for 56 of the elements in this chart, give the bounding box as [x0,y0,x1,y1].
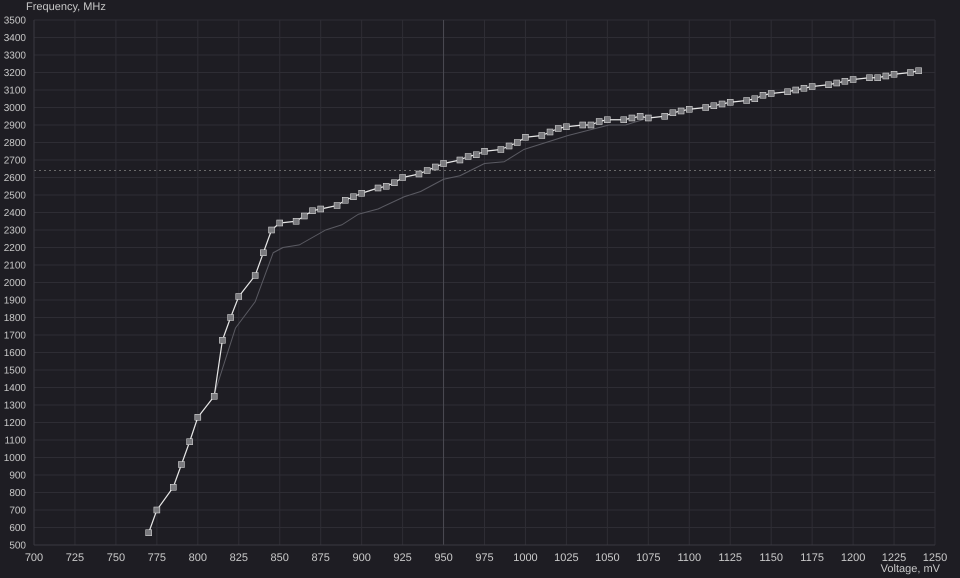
x-tick-label: 1075 [636,552,661,564]
y-tick-label: 2800 [4,138,26,150]
y-tick-label: 1100 [4,436,26,447]
y-tick-label: 3200 [4,68,26,80]
y-tick-label: 2500 [4,190,26,202]
x-tick-label: 925 [393,552,412,564]
y-tick-label: 1400 [4,383,26,394]
y-axis-title: Frequency, MHz [26,1,106,13]
x-tick-label: 1100 [677,552,702,564]
y-tick-label: 1900 [4,296,26,307]
y-tick-label: 2400 [4,208,26,220]
x-tick-label: 700 [24,552,44,564]
y-tick-label: 3300 [4,50,26,62]
y-tick-label: 3000 [4,103,26,114]
x-tick-label: 775 [148,552,166,564]
y-tick-label: 2000 [4,278,26,290]
x-tick-label: 750 [106,552,126,564]
x-tick-label: 1150 [759,552,784,564]
y-tick-label: 2200 [4,243,26,254]
y-tick-label: 1800 [4,313,26,324]
x-tick-label: 1175 [800,552,824,564]
y-tick-label: 1000 [4,453,26,464]
y-tick-label: 2100 [4,260,26,272]
y-tick-label: 1600 [4,348,26,360]
y-tick-label: 900 [9,470,26,482]
x-tick-label: 900 [352,552,371,564]
y-tick-label: 3100 [4,86,26,97]
y-tick-label: 1300 [4,400,26,412]
y-tick-label: 1200 [4,418,26,430]
y-tick-label: 2700 [4,156,26,167]
y-tick-label: 2900 [4,120,26,132]
x-tick-label: 1225 [882,552,906,564]
x-tick-label: 825 [230,552,248,564]
x-tick-label: 950 [434,552,453,564]
x-tick-label: 1050 [595,552,620,564]
y-tick-label: 3400 [4,33,26,44]
y-tick-label: 3500 [4,16,26,27]
y-tick-label: 800 [9,488,26,500]
x-tick-label: 1125 [718,552,742,564]
x-tick-label: 1200 [840,552,866,564]
x-tick-label: 975 [475,552,494,564]
y-tick-label: 500 [9,540,26,552]
x-tick-label: 875 [312,552,330,564]
y-tick-label: 1700 [4,330,26,342]
y-tick-label: 700 [9,506,26,517]
y-tick-label: 2600 [4,173,26,184]
x-tick-label: 1025 [554,552,579,564]
y-tick-label: 600 [9,523,26,534]
x-tick-label: 800 [188,552,207,564]
y-tick-label: 1500 [4,366,26,377]
y-tick-label: 2300 [4,226,26,237]
x-tick-label: 850 [270,552,289,564]
x-tick-label: 1000 [513,552,538,564]
x-axis-title: Voltage, mV [880,563,940,575]
x-tick-label: 1250 [922,552,948,564]
x-tick-label: 725 [66,552,84,564]
